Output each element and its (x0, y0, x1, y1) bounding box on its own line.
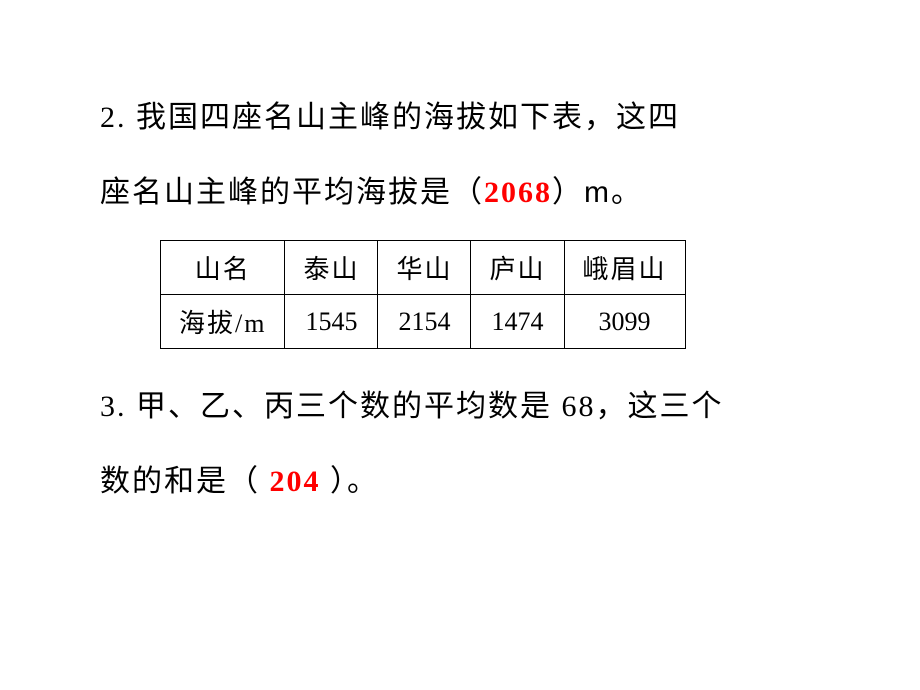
question-3-text-4: ）。 (330, 465, 379, 498)
question-3-line-2: 数的和是（ 204 ）。 (100, 444, 820, 519)
mountain-table-container: 山名 泰山 华山 庐山 峨眉山 海拔/m 1545 2154 1474 3099 (160, 240, 820, 349)
question-2-line-1: 2. 我国四座名山主峰的海拔如下表，这四 (100, 80, 820, 155)
question-2-text-1: 我国四座名山主峰的海拔如下表，这四 (136, 101, 680, 134)
question-2-text-4: 。 (611, 176, 643, 209)
data-cell: 1474 (471, 295, 564, 349)
question-2-number: 2. (100, 101, 127, 134)
document-content: 2. 我国四座名山主峰的海拔如下表，这四 座名山主峰的平均海拔是（2068）m。… (0, 0, 920, 519)
header-cell: 华山 (378, 241, 471, 295)
question-2-line-2: 座名山主峰的平均海拔是（2068）m。 (100, 155, 820, 230)
question-3-number: 3. (100, 390, 127, 423)
table-header-row: 山名 泰山 华山 庐山 峨眉山 (161, 241, 686, 295)
question-3-answer: 204 (270, 465, 321, 498)
data-cell: 1545 (285, 295, 378, 349)
header-cell: 庐山 (471, 241, 564, 295)
question-3-text-2: ，这三个 (596, 390, 724, 423)
question-2-text-2: 座名山主峰的平均海拔是（ (100, 176, 484, 209)
question-3-value-1: 68 (562, 390, 596, 423)
data-cell: 2154 (378, 295, 471, 349)
question-2-text-3: ） (552, 176, 584, 209)
row-label-cell: 海拔/m (161, 295, 285, 349)
mountain-table: 山名 泰山 华山 庐山 峨眉山 海拔/m 1545 2154 1474 3099 (160, 240, 686, 349)
question-2-answer: 2068 (484, 176, 552, 209)
header-label-cell: 山名 (161, 241, 285, 295)
question-3-text-1: 甲、乙、丙三个数的平均数是 (136, 390, 552, 423)
question-3-text-3: 数的和是（ (100, 465, 260, 498)
data-cell: 3099 (564, 295, 685, 349)
header-cell: 泰山 (285, 241, 378, 295)
question-3-line-1: 3. 甲、乙、丙三个数的平均数是 68，这三个 (100, 369, 820, 444)
header-cell: 峨眉山 (564, 241, 685, 295)
question-2-unit: m (584, 176, 611, 209)
table-data-row: 海拔/m 1545 2154 1474 3099 (161, 295, 686, 349)
